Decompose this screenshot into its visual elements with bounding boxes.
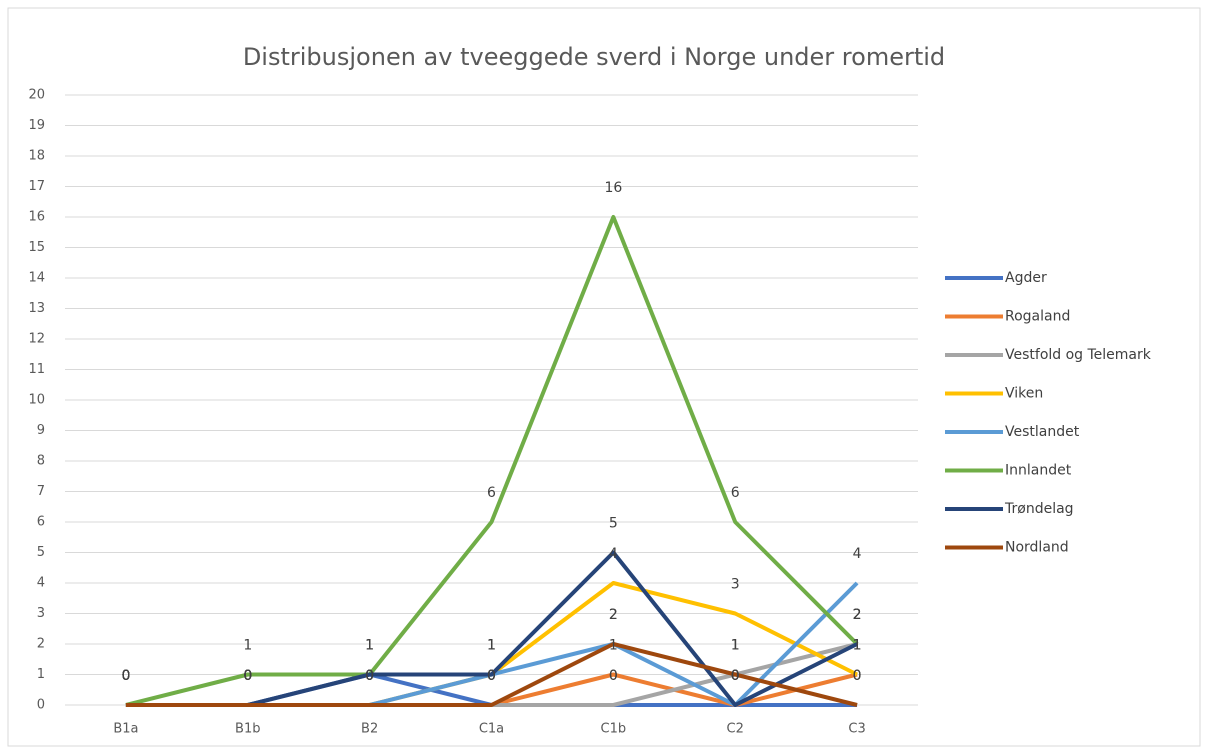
legend-label: Nordland [1005, 540, 1069, 556]
data-label: 0 [121, 668, 130, 684]
series-line [125, 215, 859, 707]
y-tick-label: 11 [28, 362, 45, 377]
data-label: 0 [487, 668, 496, 684]
data-label: 0 [609, 668, 618, 684]
data-label: 0 [487, 668, 496, 684]
data-label: 6 [487, 485, 496, 501]
x-tick-label: C2 [727, 722, 744, 737]
y-tick-label: 13 [28, 301, 45, 316]
x-tick-label: B2 [361, 722, 378, 737]
y-tick-label: 0 [37, 698, 45, 713]
data-label: 0 [609, 668, 618, 684]
data-label: 0 [121, 668, 130, 684]
data-label: 5 [609, 516, 618, 532]
x-tick-label: B1b [235, 722, 260, 737]
data-label: 1 [243, 638, 252, 654]
data-label: 0 [243, 668, 252, 684]
data-label: 0 [365, 668, 374, 684]
data-label: 1 [487, 638, 496, 654]
data-label: 0 [121, 668, 130, 684]
y-tick-label: 15 [28, 240, 45, 255]
y-tick-label: 2 [37, 637, 45, 652]
data-label: 1 [609, 638, 618, 654]
data-label: 1 [731, 638, 740, 654]
y-tick-label: 12 [28, 332, 45, 347]
data-label: 2 [609, 607, 618, 623]
data-label: 0 [243, 668, 252, 684]
x-tick-label: C3 [848, 722, 865, 737]
y-tick-label: 19 [28, 118, 45, 133]
y-tick-label: 10 [28, 393, 45, 408]
y-tick-label: 18 [28, 149, 45, 164]
y-tick-label: 14 [28, 271, 45, 286]
data-label: 1 [853, 638, 862, 654]
y-tick-label: 6 [37, 515, 45, 530]
data-label: 0 [243, 668, 252, 684]
y-tick-label: 1 [37, 667, 45, 682]
data-label: 2 [853, 607, 862, 623]
data-label: 4 [853, 546, 862, 562]
data-label: 1 [487, 638, 496, 654]
data-label: 0 [121, 668, 130, 684]
data-label: 0 [365, 668, 374, 684]
data-label: 1 [731, 638, 740, 654]
data-label: 0 [121, 668, 130, 684]
y-tick-label: 7 [37, 484, 45, 499]
y-tick-label: 3 [37, 606, 45, 621]
y-tick-label: 5 [37, 545, 45, 560]
data-label: 0 [731, 668, 740, 684]
legend-label: Trøndelag [1004, 501, 1074, 517]
data-label: 0 [121, 668, 130, 684]
data-label: 0 [487, 668, 496, 684]
data-label: 2 [853, 607, 862, 623]
x-tick-label: C1b [601, 722, 627, 737]
data-label: 0 [243, 668, 252, 684]
data-label: 2 [853, 607, 862, 623]
y-tick-label: 9 [37, 423, 45, 438]
data-label: 0 [121, 668, 130, 684]
data-label: 0 [731, 668, 740, 684]
y-tick-label: 17 [28, 179, 45, 194]
data-label: 0 [853, 668, 862, 684]
y-tick-label: 20 [28, 88, 45, 103]
series-line [125, 642, 858, 707]
data-label: 2 [609, 607, 618, 623]
x-tick-label: B1a [113, 722, 138, 737]
x-tick-label: C1a [479, 722, 504, 737]
data-label: 4 [609, 546, 618, 562]
data-label: 0 [365, 668, 374, 684]
data-label: 0 [365, 668, 374, 684]
data-label: 0 [243, 668, 252, 684]
chart-frame [7, 7, 1201, 747]
data-label: 0 [487, 668, 496, 684]
data-label: 1 [487, 638, 496, 654]
data-label: 0 [853, 668, 862, 684]
data-label: 1 [365, 638, 374, 654]
data-label: 1 [365, 638, 374, 654]
data-label: 0 [731, 668, 740, 684]
data-label: 0 [243, 668, 252, 684]
data-label: 1 [853, 638, 862, 654]
data-label: 6 [731, 485, 740, 501]
legend-label: Viken [1005, 386, 1043, 402]
data-label: 0 [365, 668, 374, 684]
legend-label: Vestlandet [1005, 424, 1080, 440]
legend-label: Innlandet [1005, 463, 1072, 479]
y-tick-label: 8 [37, 454, 45, 469]
data-label: 1 [365, 638, 374, 654]
legend-label: Rogaland [1005, 309, 1070, 325]
data-label: 0 [731, 668, 740, 684]
legend-label: Agder [1005, 270, 1047, 286]
data-label: 0 [121, 668, 130, 684]
data-label: 3 [731, 577, 740, 593]
chart-title: Distribusjonen av tveeggede sverd i Norg… [243, 43, 945, 71]
data-label: 16 [604, 180, 622, 196]
legend-label: Vestfold og Telemark [1005, 347, 1152, 363]
y-tick-label: 16 [28, 210, 45, 225]
data-label: 0 [243, 668, 252, 684]
y-tick-label: 4 [37, 576, 45, 591]
